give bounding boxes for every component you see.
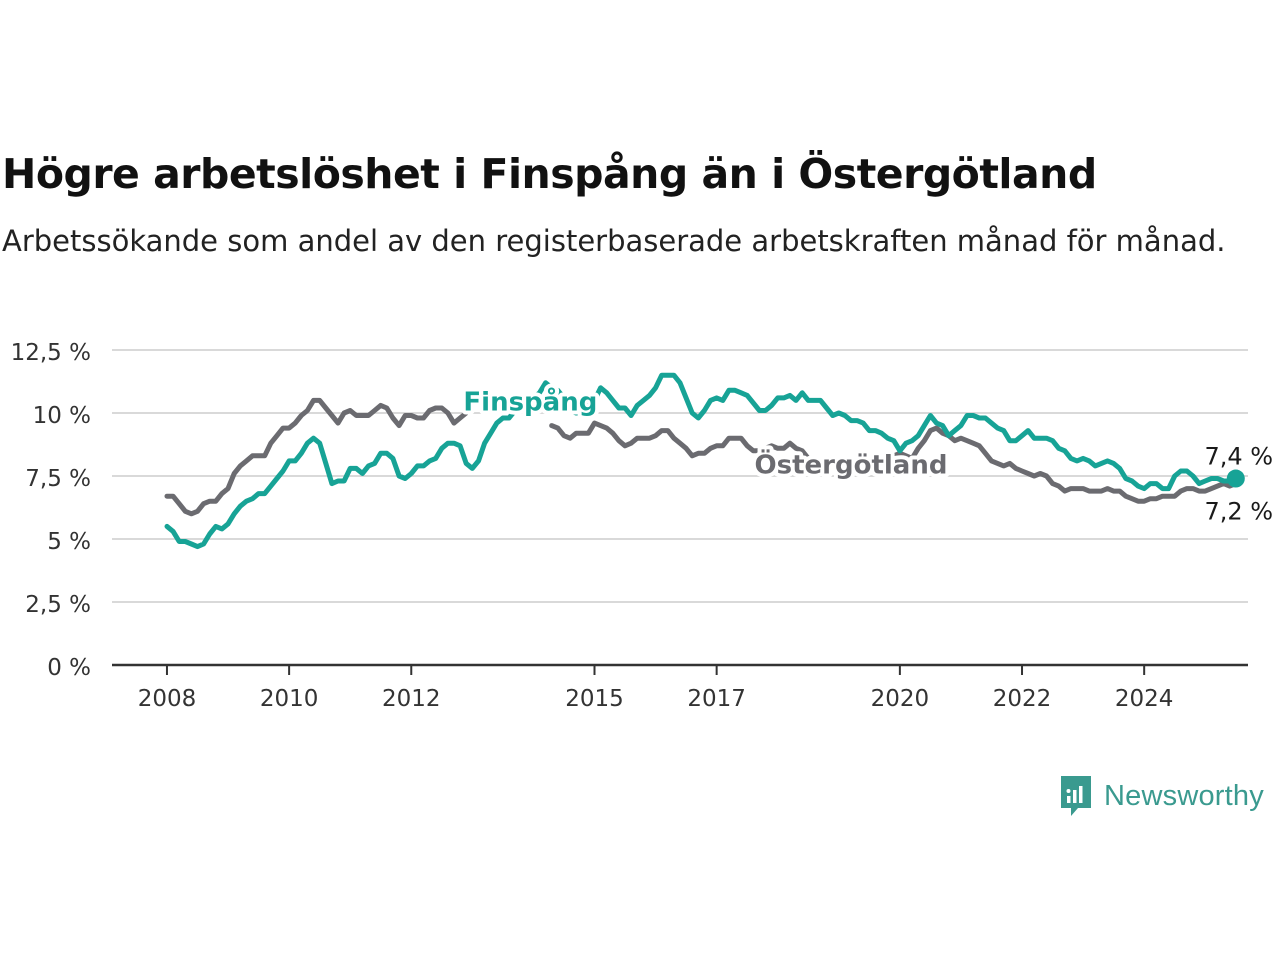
brand-name: Newsworthy [1104,779,1264,812]
chart-subtitle: Arbetssökande som andel av den registerb… [2,224,1226,258]
y-tick-label: 10 % [33,403,91,429]
x-axis-ticks: 2008 2010 2012 2015 2017 2020 2022 2024 [138,665,1174,712]
newsworthy-icon [1061,776,1091,816]
ostergotland-line [164,397,1239,517]
x-tick-label: 2022 [993,686,1052,712]
x-tick-label: 2017 [687,686,746,712]
y-tick-label: 2,5 % [25,592,91,618]
y-tick-label: 5 % [47,529,91,555]
x-tick-label: 2012 [382,686,441,712]
x-tick-label: 2024 [1115,686,1174,712]
chart-title: Högre arbetslöshet i Finspång än i Öster… [2,150,1097,198]
finspang-series-label: Finspång [463,385,597,417]
finspang-line [164,372,1239,550]
x-tick-label: 2008 [138,686,197,712]
x-tick-label: 2020 [871,686,930,712]
ostergotland-end-label: 7,2 % [1204,498,1273,526]
x-tick-label: 2015 [565,686,624,712]
ostergotland-series-label: Östergötland [755,447,948,480]
y-tick-label: 12,5 % [11,340,91,366]
y-axis-ticks: 0 % 2,5 % 5 % 7,5 % 10 % 12,5 % [11,340,91,681]
series-lines [164,372,1239,550]
y-tick-label: 7,5 % [25,466,91,492]
finspang-end-point [1226,469,1245,488]
x-tick-label: 2010 [260,686,319,712]
y-tick-label: 0 % [47,655,91,681]
finspang-end-label: 7,4 % [1204,443,1273,471]
newsworthy-logo: Newsworthy [1058,774,1264,818]
series-labels: 7,2 % 7,4 % Finspång Östergötland [459,381,1276,528]
